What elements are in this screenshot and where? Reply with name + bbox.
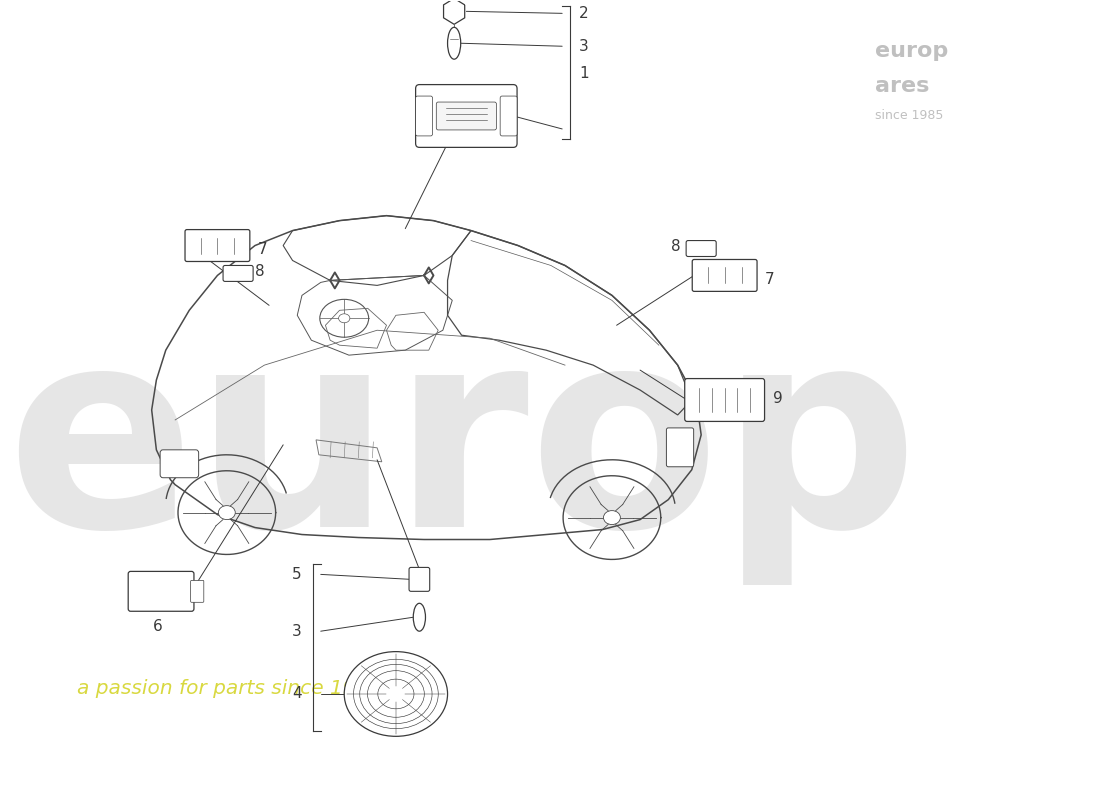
FancyBboxPatch shape	[409, 567, 430, 591]
FancyBboxPatch shape	[416, 96, 432, 136]
Text: 2: 2	[579, 6, 588, 21]
Text: europ: europ	[7, 315, 918, 585]
FancyBboxPatch shape	[437, 102, 496, 130]
Ellipse shape	[604, 510, 620, 525]
Text: 7: 7	[764, 272, 774, 287]
Text: a passion for parts since 1985: a passion for parts since 1985	[77, 679, 381, 698]
Text: 6: 6	[153, 619, 162, 634]
FancyBboxPatch shape	[161, 450, 199, 478]
Text: 7: 7	[257, 242, 267, 257]
FancyBboxPatch shape	[684, 378, 764, 422]
Text: 8: 8	[671, 239, 681, 254]
FancyBboxPatch shape	[692, 259, 757, 291]
Text: since 1985: since 1985	[874, 110, 944, 122]
FancyBboxPatch shape	[686, 241, 716, 257]
FancyBboxPatch shape	[129, 571, 194, 611]
Text: 1: 1	[579, 66, 588, 81]
Text: 8: 8	[255, 264, 265, 279]
Text: ares: ares	[874, 76, 929, 96]
FancyBboxPatch shape	[500, 96, 517, 136]
FancyBboxPatch shape	[190, 580, 204, 602]
FancyBboxPatch shape	[416, 85, 517, 147]
Ellipse shape	[339, 314, 350, 322]
Text: 9: 9	[773, 390, 783, 406]
Text: 3: 3	[293, 624, 303, 638]
Ellipse shape	[320, 299, 368, 338]
FancyBboxPatch shape	[667, 428, 694, 466]
Ellipse shape	[344, 652, 448, 736]
Text: europ: europ	[874, 42, 948, 62]
Ellipse shape	[414, 603, 426, 631]
FancyBboxPatch shape	[185, 230, 250, 262]
Text: 5: 5	[293, 567, 303, 582]
Text: 3: 3	[579, 38, 588, 54]
Text: 4: 4	[293, 686, 303, 702]
Ellipse shape	[219, 506, 235, 519]
FancyBboxPatch shape	[223, 266, 253, 282]
Ellipse shape	[448, 27, 461, 59]
